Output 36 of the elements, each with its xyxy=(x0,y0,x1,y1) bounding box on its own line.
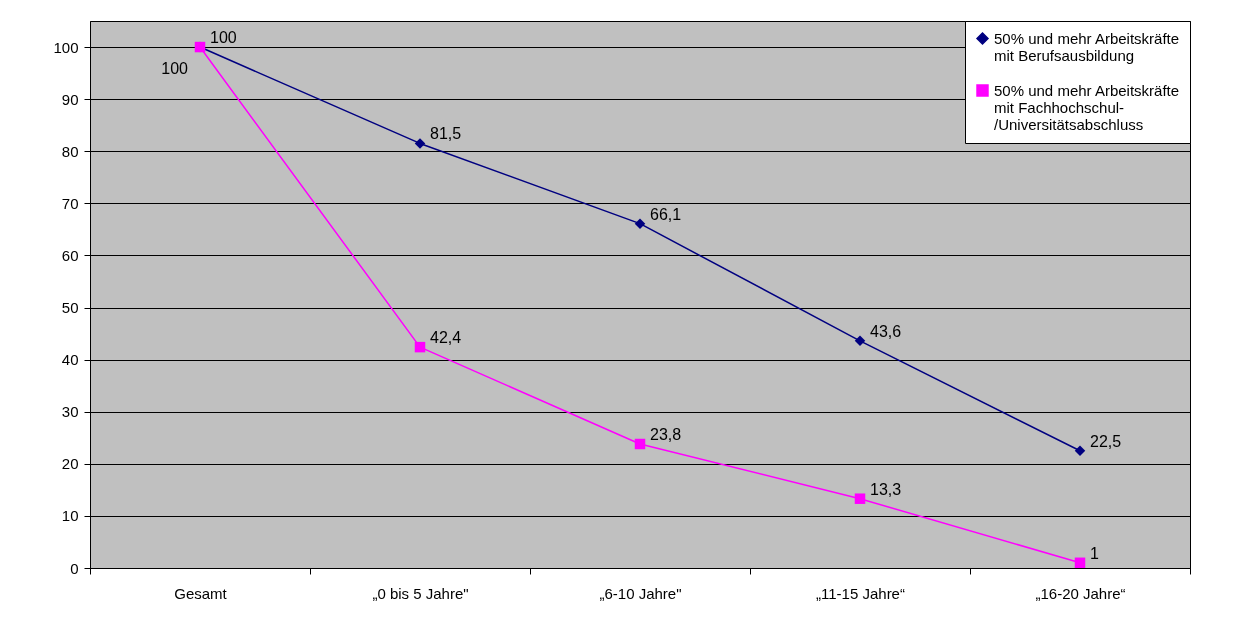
data-label: 66,1 xyxy=(650,205,682,223)
data-label: 100 xyxy=(161,60,189,78)
y-tick-label: 10 xyxy=(61,507,79,525)
data-label: 81,5 xyxy=(430,125,462,143)
data-label: 100 xyxy=(210,29,237,47)
x-tick-label: „11-15 Jahre“ xyxy=(816,584,905,602)
data-label: 22,5 xyxy=(1090,432,1122,450)
data-label: 42,4 xyxy=(430,329,462,347)
point xyxy=(414,138,426,149)
y-tick-label: 40 xyxy=(61,351,79,369)
point xyxy=(1074,445,1086,457)
y-tick-label: 80 xyxy=(61,142,79,160)
data-label: 23,8 xyxy=(650,426,682,444)
data-label: 43,6 xyxy=(870,322,902,340)
data-label: 1 xyxy=(1090,544,1099,562)
y-tick-label: 20 xyxy=(61,455,79,473)
point xyxy=(414,341,426,353)
point xyxy=(634,218,646,229)
point xyxy=(854,493,866,504)
y-tick-label: 90 xyxy=(61,90,79,108)
x-tick-label: Gesamt xyxy=(174,584,228,602)
point xyxy=(854,335,866,347)
y-tick-label: 50 xyxy=(61,299,79,317)
legend-label: 50% und mehr Arbeitskräfte mit Fachhochschul-/Universitätsabschluss xyxy=(994,81,1180,133)
data-label: 13,3 xyxy=(870,480,902,498)
point xyxy=(634,438,646,450)
point xyxy=(1074,557,1086,569)
x-tick-label: „0 bis 5 Jahre" xyxy=(372,584,469,602)
y-tick-label: 60 xyxy=(61,246,79,264)
y-tick-label: 30 xyxy=(61,403,79,421)
y-tick-label: 0 xyxy=(70,559,79,577)
y-tick-label: 70 xyxy=(61,194,79,212)
legend-label: 50% und mehr Arbeitskräfte mit Berufsausbildung xyxy=(994,29,1180,64)
x-tick-label: „16-20 Jahre“ xyxy=(1035,584,1126,602)
y-tick-label: 100 xyxy=(53,38,79,56)
x-tick-label: „6-10 Jahre" xyxy=(599,584,682,602)
